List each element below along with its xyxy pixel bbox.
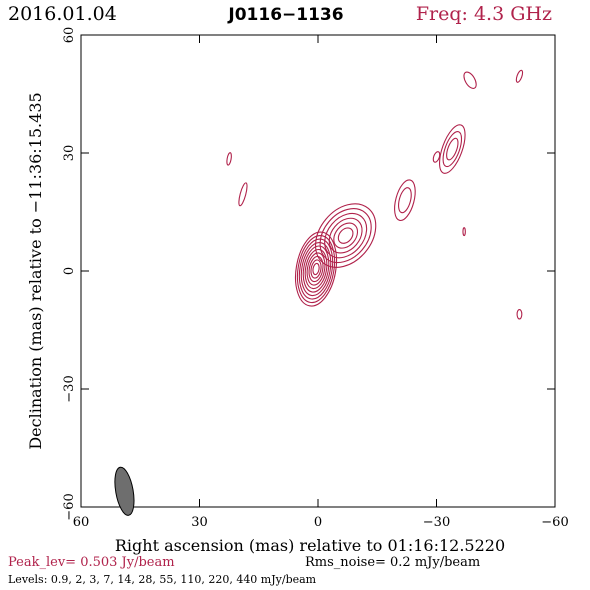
observation-date: 2016.01.04 [8, 3, 117, 25]
beam-ellipse [114, 466, 135, 516]
tick-labels: 60 30 0 −30 −60 −60 −30 0 30 60 [62, 27, 569, 530]
contour-line [328, 217, 363, 254]
contour-line [319, 208, 372, 264]
contour-component-blob-f [515, 69, 524, 83]
contour-line [463, 71, 477, 89]
y-tick-label: −30 [62, 375, 77, 402]
contour-component-knot-b [394, 179, 416, 222]
contour-line [442, 130, 463, 168]
contour-line [296, 235, 336, 304]
frequency-label: Freq: 4.3 GHz [416, 3, 552, 25]
contour-line [462, 227, 466, 237]
beam-ellipse-group [114, 466, 135, 516]
plot-frame [80, 34, 556, 508]
contour-line [337, 227, 354, 244]
contour-line [516, 308, 523, 320]
contour-component-jet-inner [315, 203, 377, 268]
contour-component-blob-j [238, 182, 248, 207]
contour-line [298, 238, 334, 300]
contour-map [226, 69, 524, 320]
contour-line [324, 212, 368, 259]
x-tick-label: −60 [541, 515, 568, 530]
x-tick-label: 0 [314, 515, 322, 530]
contour-component-knot-c [438, 124, 466, 174]
y-tick-label: −60 [62, 493, 77, 520]
source-name: J0116−1136 [227, 5, 343, 25]
contour-line [432, 151, 441, 163]
contour-component-blob-g [462, 227, 466, 237]
contour-component-blob-d [432, 151, 441, 163]
contour-line [310, 259, 322, 279]
y-tick-label: 30 [62, 145, 77, 162]
y-tick-label: 60 [62, 27, 77, 44]
x-axis-title: Right ascension (mas) relative to 01:16:… [115, 536, 505, 555]
y-tick-label: 0 [62, 267, 77, 275]
x-tick-label: −30 [423, 515, 450, 530]
contour-line [312, 262, 320, 276]
contour-line [333, 222, 359, 249]
contour-line [226, 152, 232, 166]
contour-line [315, 203, 377, 268]
y-axis-title: Declination (mas) relative to −11:36:15.… [26, 92, 45, 449]
tick-marks [80, 34, 556, 508]
contour-line [438, 124, 466, 174]
contour-line [304, 248, 328, 290]
contour-component-blob-i [226, 152, 232, 166]
x-tick-label: 30 [191, 515, 208, 530]
contour-line [515, 69, 524, 83]
contour-component-blob-h [516, 308, 523, 320]
contour-component-blob-e [463, 71, 477, 89]
x-tick-label: 60 [73, 515, 90, 530]
contour-line [446, 137, 459, 161]
contour-levels: Levels: 0.9, 2, 3, 7, 14, 28, 55, 110, 2… [8, 573, 317, 586]
contour-line [238, 182, 248, 207]
peak-level: Peak_lev= 0.503 Jy/beam [8, 555, 175, 570]
contour-line [394, 179, 416, 222]
rms-noise: Rms_noise= 0.2 mJy/beam [305, 555, 480, 570]
contour-line [398, 187, 412, 214]
contour-line [306, 252, 326, 286]
